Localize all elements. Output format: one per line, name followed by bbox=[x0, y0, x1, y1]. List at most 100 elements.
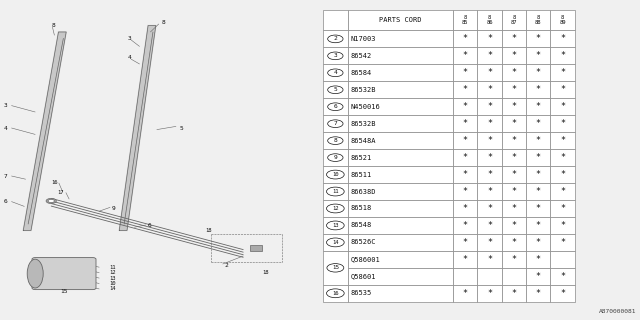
FancyBboxPatch shape bbox=[32, 258, 96, 290]
Circle shape bbox=[328, 69, 343, 77]
Bar bbox=[550, 251, 575, 268]
Bar bbox=[323, 251, 348, 285]
Text: *: * bbox=[511, 255, 516, 264]
Text: N17003: N17003 bbox=[351, 36, 376, 42]
Text: *: * bbox=[536, 68, 541, 77]
Text: *: * bbox=[511, 119, 516, 128]
Bar bbox=[526, 132, 550, 149]
Text: *: * bbox=[536, 272, 541, 281]
Text: 8: 8 bbox=[333, 138, 337, 143]
Text: 8: 8 bbox=[161, 20, 165, 25]
Text: *: * bbox=[560, 119, 565, 128]
Text: *: * bbox=[511, 34, 516, 44]
Text: 86532B: 86532B bbox=[351, 121, 376, 127]
Text: 17: 17 bbox=[58, 189, 64, 195]
Bar bbox=[348, 98, 453, 115]
Bar bbox=[526, 64, 550, 81]
Bar bbox=[323, 132, 348, 149]
Bar bbox=[453, 98, 477, 115]
Bar bbox=[502, 183, 526, 200]
Bar bbox=[453, 183, 477, 200]
Text: 86518: 86518 bbox=[351, 205, 372, 212]
Bar bbox=[502, 217, 526, 234]
Bar bbox=[477, 98, 502, 115]
Text: 10: 10 bbox=[109, 281, 115, 286]
Text: 18: 18 bbox=[262, 269, 269, 275]
Text: *: * bbox=[511, 136, 516, 145]
Text: *: * bbox=[463, 221, 468, 230]
Text: *: * bbox=[536, 102, 541, 111]
Bar bbox=[477, 166, 502, 183]
Bar bbox=[323, 149, 348, 166]
Bar bbox=[453, 200, 477, 217]
Bar bbox=[323, 81, 348, 98]
Bar bbox=[323, 200, 348, 217]
Text: *: * bbox=[560, 221, 565, 230]
Bar bbox=[526, 30, 550, 47]
Text: PARTS CORD: PARTS CORD bbox=[379, 17, 422, 23]
Bar bbox=[348, 217, 453, 234]
Bar bbox=[477, 81, 502, 98]
Circle shape bbox=[326, 238, 344, 247]
Text: 86638D: 86638D bbox=[351, 188, 376, 195]
Text: 3: 3 bbox=[3, 103, 7, 108]
Text: *: * bbox=[536, 238, 541, 247]
Circle shape bbox=[326, 187, 344, 196]
Polygon shape bbox=[23, 32, 66, 230]
Text: 7: 7 bbox=[3, 173, 7, 179]
Text: *: * bbox=[511, 68, 516, 77]
Ellipse shape bbox=[28, 259, 44, 288]
Bar bbox=[323, 30, 348, 47]
Text: 2: 2 bbox=[224, 263, 228, 268]
Bar bbox=[550, 10, 575, 30]
Text: 8
86: 8 86 bbox=[486, 15, 493, 25]
Bar bbox=[526, 149, 550, 166]
Bar bbox=[502, 81, 526, 98]
Text: *: * bbox=[463, 136, 468, 145]
Bar bbox=[348, 30, 453, 47]
Text: 11: 11 bbox=[332, 189, 339, 194]
Text: *: * bbox=[536, 255, 541, 264]
Text: 18: 18 bbox=[205, 228, 211, 233]
Text: *: * bbox=[536, 51, 541, 60]
Text: 10: 10 bbox=[332, 172, 339, 177]
Text: *: * bbox=[463, 102, 468, 111]
Text: *: * bbox=[487, 221, 492, 230]
Bar bbox=[502, 268, 526, 285]
Text: *: * bbox=[511, 153, 516, 162]
Bar bbox=[502, 166, 526, 183]
Bar bbox=[550, 64, 575, 81]
Text: *: * bbox=[463, 255, 468, 264]
Bar bbox=[453, 251, 477, 268]
Bar bbox=[550, 81, 575, 98]
Text: *: * bbox=[560, 85, 565, 94]
Text: *: * bbox=[463, 51, 468, 60]
Bar bbox=[348, 115, 453, 132]
Text: *: * bbox=[511, 289, 516, 298]
Bar bbox=[550, 268, 575, 285]
Bar bbox=[348, 64, 453, 81]
Bar bbox=[477, 285, 502, 302]
Text: 4: 4 bbox=[128, 55, 132, 60]
Bar bbox=[526, 81, 550, 98]
Bar bbox=[453, 132, 477, 149]
Bar bbox=[550, 183, 575, 200]
Text: N450016: N450016 bbox=[351, 104, 380, 110]
Bar bbox=[502, 149, 526, 166]
Text: *: * bbox=[560, 289, 565, 298]
Bar bbox=[348, 132, 453, 149]
Bar bbox=[323, 115, 348, 132]
Text: *: * bbox=[487, 153, 492, 162]
Text: *: * bbox=[536, 119, 541, 128]
Bar bbox=[550, 47, 575, 64]
Text: 86535: 86535 bbox=[351, 290, 372, 296]
Bar bbox=[323, 47, 348, 64]
Bar bbox=[526, 200, 550, 217]
Bar bbox=[502, 285, 526, 302]
Text: *: * bbox=[487, 255, 492, 264]
Bar bbox=[348, 149, 453, 166]
Bar bbox=[526, 285, 550, 302]
Bar bbox=[502, 98, 526, 115]
Bar bbox=[526, 115, 550, 132]
Bar bbox=[550, 234, 575, 251]
